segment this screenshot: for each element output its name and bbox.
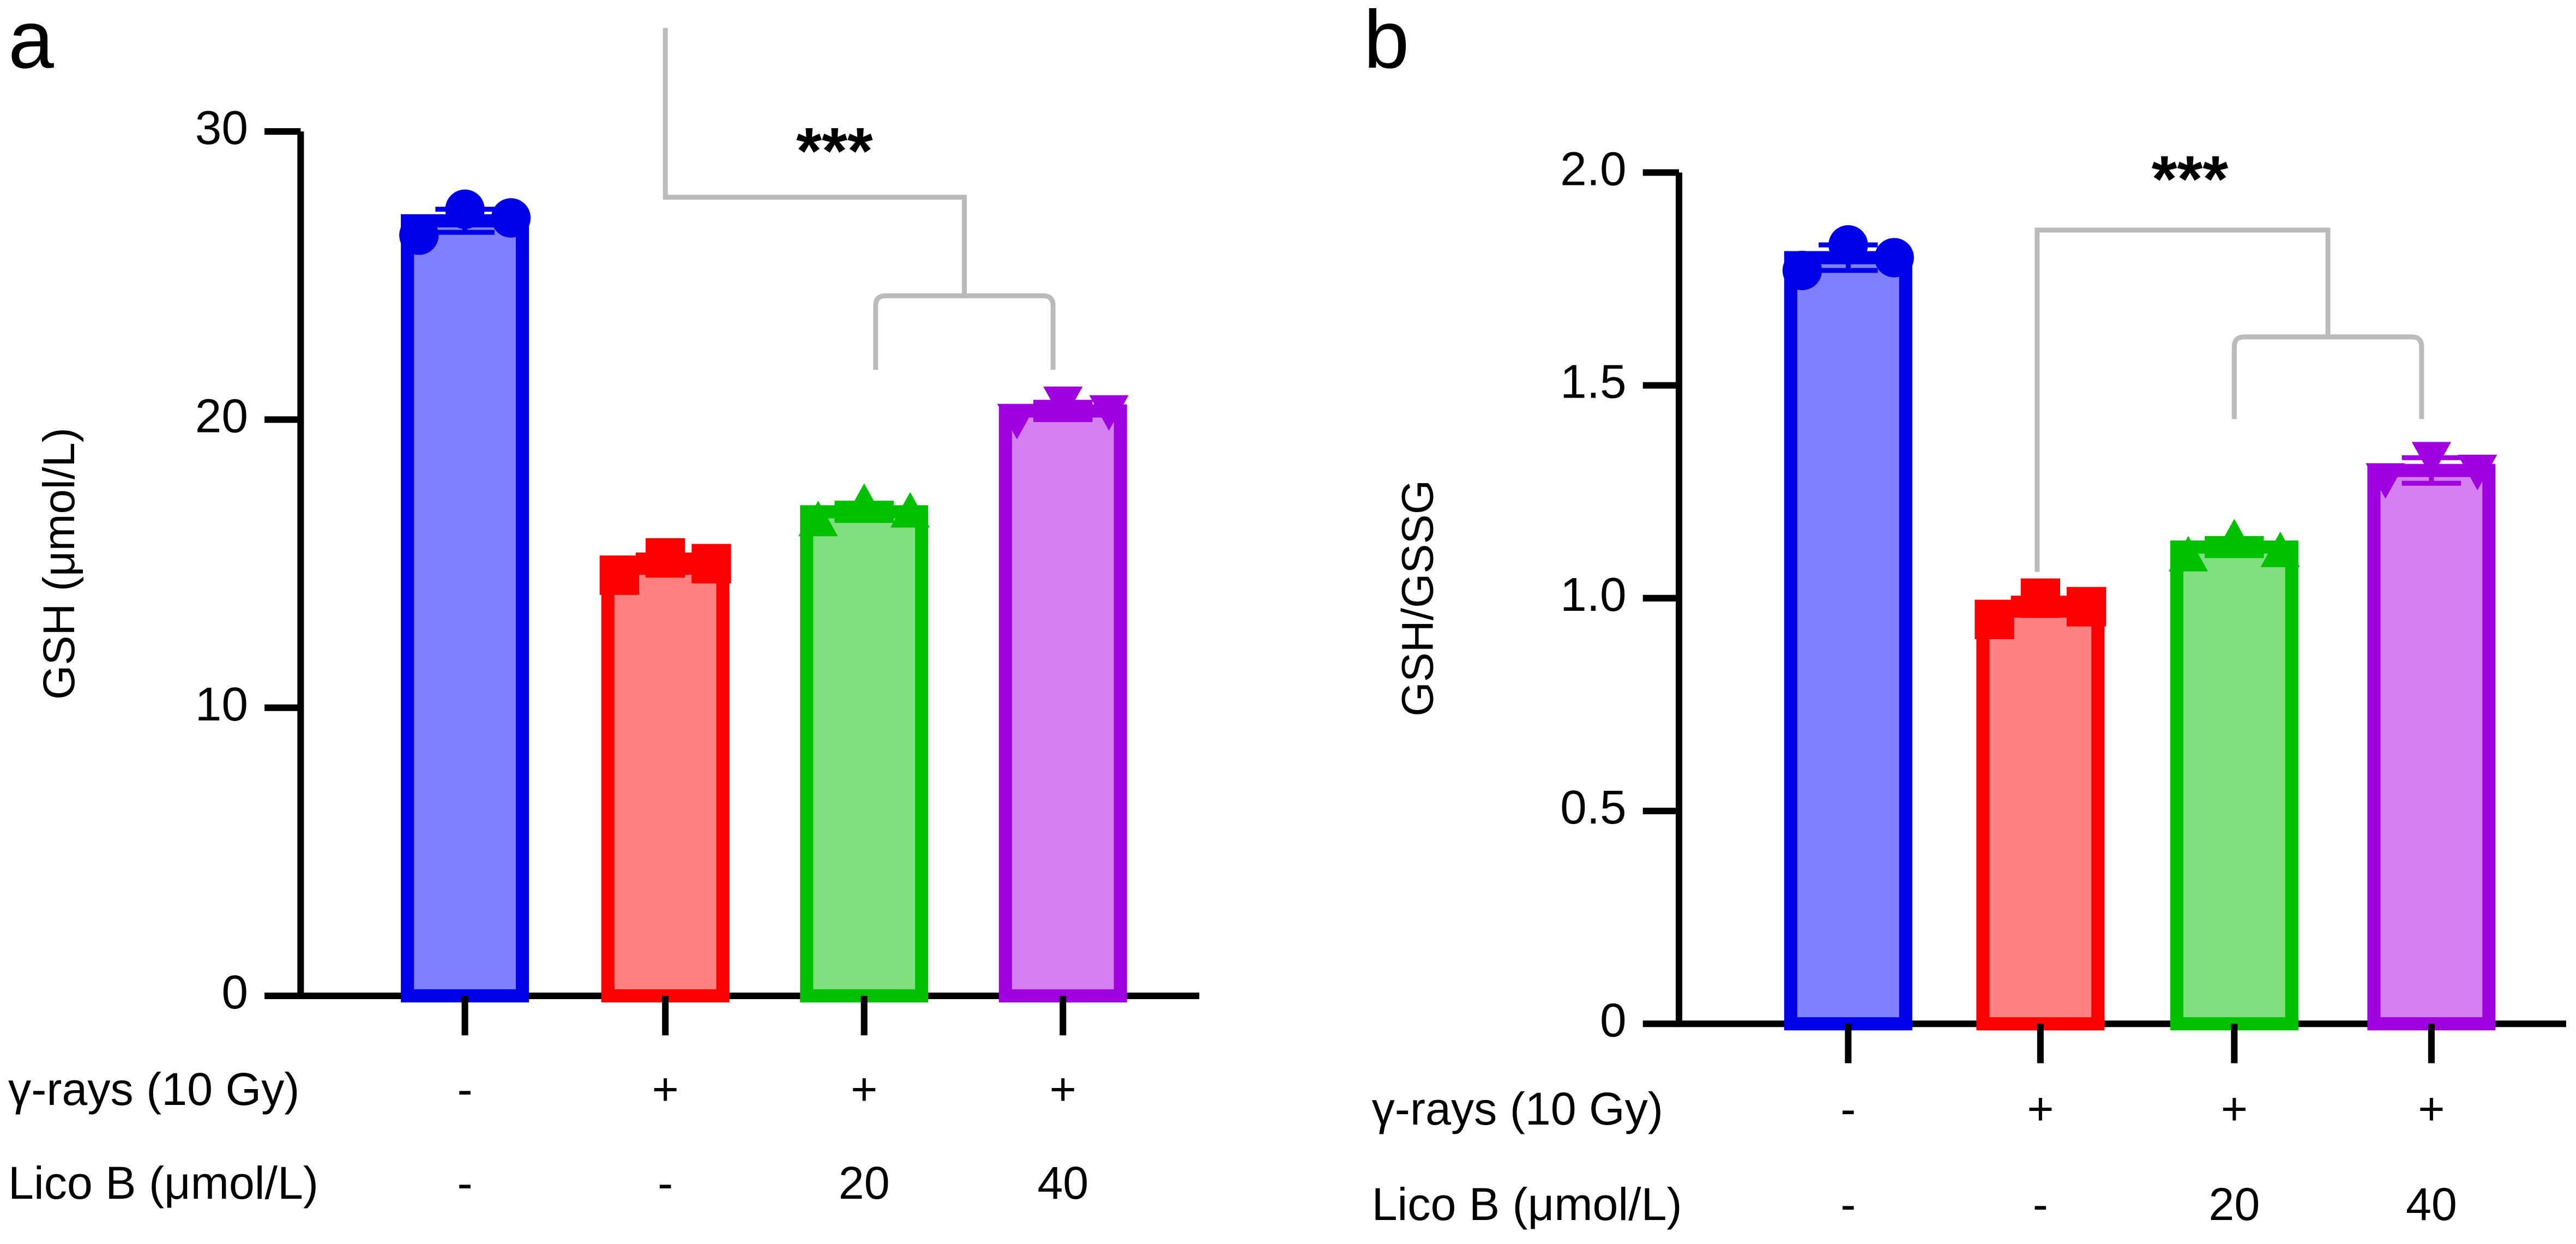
data-point <box>2411 442 2452 478</box>
data-point <box>890 492 930 528</box>
data-point <box>2214 519 2254 555</box>
data-point <box>2260 531 2300 567</box>
significance-bracket <box>663 28 1056 370</box>
data-point <box>997 404 1037 440</box>
significance-annotation: *** <box>796 114 873 188</box>
data-point <box>599 555 639 595</box>
bar <box>601 557 730 1003</box>
data-point <box>1782 250 1822 291</box>
significance-annotation: *** <box>2152 142 2229 215</box>
row-label: Lico B (μmol/L) <box>8 1157 318 1209</box>
row-value: + <box>2418 1083 2445 1134</box>
data-point <box>2067 587 2106 627</box>
data-point <box>844 483 884 519</box>
significance-bracket <box>2035 227 2424 572</box>
data-point <box>2168 536 2208 572</box>
row-label: γ-rays (10 Gy) <box>8 1063 299 1115</box>
y-tick-label: 0 <box>221 965 248 1019</box>
data-point <box>691 544 731 584</box>
data-point <box>491 198 531 238</box>
data-point <box>399 215 439 255</box>
row-value: + <box>2027 1083 2054 1134</box>
data-point <box>2458 454 2497 490</box>
panel-label: b <box>1364 0 1410 85</box>
row-value: + <box>2221 1083 2248 1134</box>
row-value: - <box>458 1063 473 1115</box>
y-axis-label: GSH/GSSG <box>1393 480 1443 717</box>
row-value: 20 <box>839 1157 890 1209</box>
y-tick-label: 1.0 <box>1560 568 1626 621</box>
data-point <box>2020 578 2060 618</box>
row-value: 20 <box>2208 1179 2260 1230</box>
bar <box>401 214 529 1003</box>
data-point <box>445 189 485 229</box>
row-value: - <box>458 1157 473 1209</box>
data-point <box>2366 463 2405 499</box>
row-label: Lico B (μmol/L) <box>1372 1179 1682 1230</box>
row-value: - <box>658 1157 673 1209</box>
row-value: + <box>1050 1063 1076 1115</box>
data-point <box>1828 225 1868 265</box>
row-value: 40 <box>2406 1179 2457 1230</box>
row-value: + <box>652 1063 679 1115</box>
bar <box>998 404 1127 1003</box>
data-point <box>1043 386 1083 422</box>
bar <box>2367 464 2496 1031</box>
data-point <box>1874 238 1914 278</box>
row-label: γ-rays (10 Gy) <box>1372 1083 1663 1134</box>
y-tick-label: 10 <box>195 677 248 731</box>
y-tick-label: 0.5 <box>1560 780 1626 834</box>
y-axis-label: GSH (μmol/L) <box>34 428 84 700</box>
row-value: - <box>1840 1179 1856 1230</box>
y-tick-label: 1.5 <box>1560 355 1626 408</box>
row-value: 40 <box>1037 1157 1088 1209</box>
y-tick-label: 0 <box>1600 993 1627 1047</box>
bar <box>2170 540 2298 1031</box>
y-tick-label: 20 <box>195 389 248 442</box>
bar <box>1976 600 2105 1031</box>
data-point <box>646 538 685 578</box>
y-tick-label: 2.0 <box>1560 142 1626 195</box>
bar <box>1784 251 1912 1031</box>
row-value: - <box>2033 1179 2048 1230</box>
data-point <box>1089 395 1129 431</box>
row-value: - <box>1840 1083 1856 1134</box>
data-point <box>798 501 838 537</box>
panel-label: a <box>8 0 54 85</box>
row-value: + <box>851 1063 877 1115</box>
data-point <box>1975 599 2014 639</box>
bar <box>800 505 929 1003</box>
y-tick-label: 30 <box>195 101 248 154</box>
